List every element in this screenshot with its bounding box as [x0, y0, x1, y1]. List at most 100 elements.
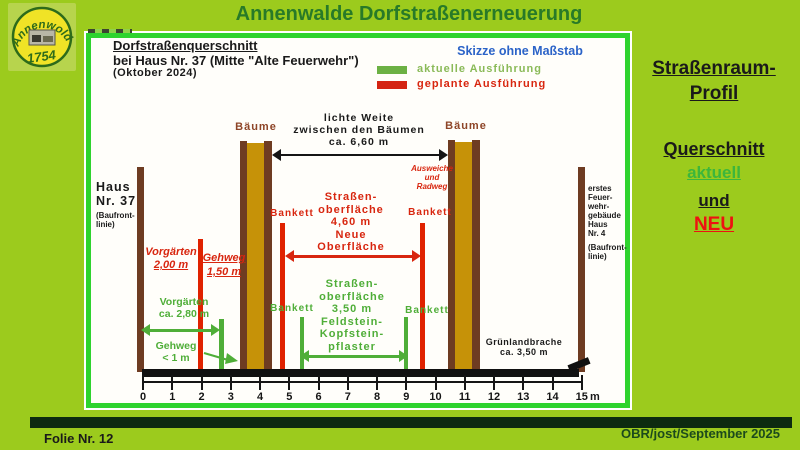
- tree-right-trunk-right: [472, 140, 480, 372]
- road-old-label: Straßen- oberfläche 3,50 m Feldstein- Ko…: [319, 278, 385, 353]
- bankett-label-green-right: Bankett: [405, 305, 449, 316]
- gehweg-new-line: 1,50 m: [206, 266, 242, 278]
- axis-tick-label: 6: [315, 391, 322, 403]
- feuerwehr-line: gebäude: [588, 211, 621, 220]
- road-old-line: Kopfstein-: [319, 328, 385, 340]
- arrow-head: [285, 250, 294, 262]
- ausweiche-line: Ausweiche: [411, 164, 453, 173]
- green-line-bankett-left: [300, 317, 304, 371]
- diagram-panel: [86, 33, 630, 408]
- axis-tick-label: 5: [286, 391, 293, 403]
- clearance-line: lichte Weite: [323, 112, 395, 124]
- feuerwehr-line: Nr. 4: [588, 229, 606, 238]
- axis-tick: [463, 375, 466, 390]
- axis-tick: [229, 375, 232, 390]
- gehweg-old-line: Gehweg: [155, 340, 197, 352]
- arrow-line: [290, 254, 416, 258]
- vorgaerten-old-line: Vorgärten: [159, 296, 209, 308]
- bankett-label-red-left: Bankett: [270, 208, 314, 219]
- road-new-line: Straßen-: [324, 191, 378, 203]
- vorgaerten-old-arrow: [141, 324, 220, 336]
- road-old-line: oberfläche: [319, 290, 385, 303]
- legend-label-planned: geplante Ausführung: [417, 78, 547, 90]
- arrow-line: [146, 328, 215, 332]
- annenwalde-logo: Annenwolde 1754: [8, 3, 76, 71]
- haus37-line: Nr. 37: [96, 194, 137, 208]
- axis-tick-label: 11: [458, 391, 471, 403]
- tree-left-trunk-center: [247, 143, 264, 372]
- feuerwehr-line: Feuer-: [588, 193, 613, 202]
- green-line-bankett-right: [404, 317, 408, 371]
- feuerwehr-line: (Baufront-: [588, 243, 627, 252]
- sidebar-querschnitt: Querschnitt: [663, 139, 765, 159]
- road-old-line: Feldstein-: [321, 315, 383, 328]
- panel-title-line1: Dorfstraßenquerschnitt: [113, 38, 258, 53]
- measure-axis-line: [142, 381, 582, 383]
- axis-tick-label: 0: [139, 391, 147, 403]
- gehweg-old-line: < 1 m: [162, 352, 190, 364]
- vorgaerten-new-line: Vorgärten: [145, 246, 197, 258]
- gehweg-old-label: Gehweg < 1 m: [156, 340, 197, 364]
- vorgaerten-old-line: ca. 2,80 m: [158, 308, 210, 320]
- axis-tick-label: 14: [546, 391, 559, 403]
- ausweiche-label: Ausweiche und Radweg: [411, 164, 453, 191]
- arrow-head: [439, 149, 448, 161]
- road-new-label: Straßen- oberfläche 4,60 m Neue Oberfläc…: [317, 191, 384, 254]
- green-line-vorgaerten: [219, 319, 224, 371]
- axis-tick-label: 10: [429, 391, 442, 403]
- footer-bar: [30, 417, 792, 428]
- road-new-line: Oberfläche: [317, 241, 385, 253]
- axis-tick-label: 12: [487, 391, 501, 403]
- road-old-arrow: [300, 350, 408, 362]
- panel-title-line3: (Oktober 2024): [113, 67, 198, 79]
- axis-tick: [522, 375, 525, 390]
- gruenland-label: Grünlandbrache ca. 3,50 m: [486, 337, 563, 357]
- panel-title-line2: bei Haus Nr. 37 (Mitte "Alte Feuerwehr"): [113, 53, 359, 68]
- axis-unit-label: m: [590, 391, 600, 403]
- vorgaerten-new-line: 2,00 m: [153, 259, 189, 271]
- vorgaerten-new-label: Vorgärten 2,00 m: [145, 246, 197, 272]
- arrow-line: [305, 354, 403, 358]
- ground-line: [142, 369, 579, 377]
- logo-year: 1754: [26, 47, 57, 66]
- ausweiche-line: und: [424, 173, 440, 182]
- gehweg-new-line: Gehweg: [202, 252, 246, 264]
- axis-tick: [434, 375, 437, 390]
- arrow-head: [211, 324, 220, 336]
- red-line-bankett-right: [420, 223, 425, 371]
- bankett-label-red-right: Bankett: [408, 207, 452, 218]
- clearance-line: zwischen den Bäumen: [293, 124, 425, 136]
- axis-tick: [317, 375, 320, 390]
- bankett-label-green-left: Bankett: [270, 303, 314, 314]
- axis-tick-label: 7: [344, 391, 351, 403]
- axis-tick: [551, 375, 554, 390]
- ausweiche-line: Radweg: [416, 182, 448, 191]
- axis-tick-label: 3: [227, 391, 234, 403]
- sidebar-profil-line2: Profil: [689, 83, 739, 104]
- red-line-bankett-left: [280, 223, 285, 371]
- axis-tick: [259, 375, 261, 390]
- clearance-line: ca. 6,60 m: [328, 136, 390, 148]
- feuerwehr-line: wehr-: [588, 202, 610, 211]
- legend-label-current: aktuelle Ausführung: [417, 63, 542, 75]
- feuerwehr-front-line-bar: [578, 167, 585, 372]
- axis-tick: [580, 375, 583, 390]
- baeume-label-left: Bäume: [235, 121, 277, 133]
- legend-swatch-planned: [377, 81, 407, 89]
- arrow-head: [272, 149, 281, 161]
- arrow-head: [300, 350, 309, 362]
- arrow-head: [412, 250, 421, 262]
- axis-tick: [346, 375, 349, 390]
- haus37-label: Haus Nr. 37 (Baufront- linie): [96, 180, 136, 229]
- tree-right-trunk-left: [448, 140, 455, 372]
- road-new-line: 4,60 m: [330, 216, 372, 228]
- road-new-arrow: [285, 250, 421, 262]
- logo-photo-detail: [32, 35, 41, 42]
- clearance-label: lichte Weite zwischen den Bäumen ca. 6,6…: [293, 112, 425, 148]
- feuerwehr-line: erstes: [588, 184, 612, 193]
- road-new-line: oberfläche: [318, 203, 384, 216]
- axis-tick-label: 9: [403, 391, 410, 403]
- road-old-line: pflaster: [328, 340, 376, 353]
- axis-tick: [405, 375, 408, 390]
